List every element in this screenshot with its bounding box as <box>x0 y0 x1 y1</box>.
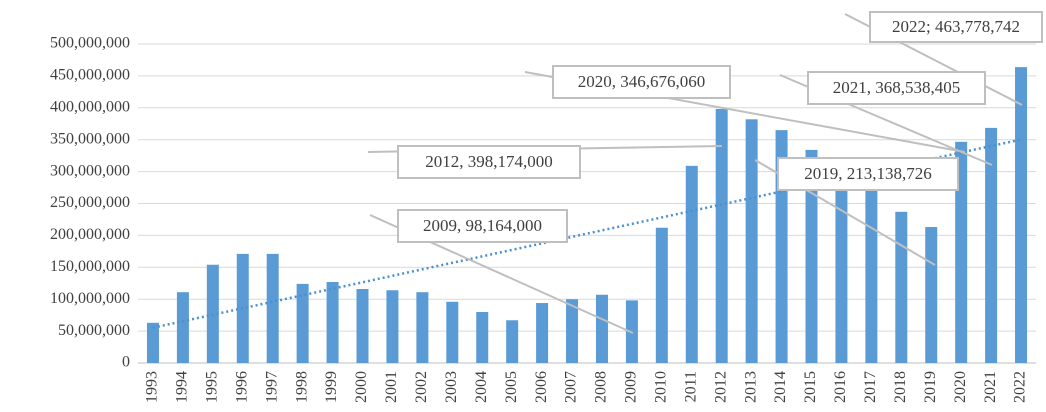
y-tick-label: 400,000,000 <box>50 98 130 115</box>
y-tick-label: 350,000,000 <box>50 130 130 147</box>
y-tick-label: 100,000,000 <box>50 290 130 307</box>
annotation-box <box>777 157 959 191</box>
bar <box>386 290 399 363</box>
annotation-box <box>552 65 731 99</box>
x-tick-label: 2022 <box>1012 371 1029 403</box>
x-tick-label: 1993 <box>144 371 161 403</box>
annotation-text: 2009, 98,164,000 <box>423 216 542 235</box>
bar <box>536 303 549 363</box>
x-tick-label: 2012 <box>712 371 729 403</box>
x-tick-label: 2017 <box>862 371 879 403</box>
bar <box>506 320 519 363</box>
x-tick-label: 2015 <box>802 371 819 403</box>
x-tick-label: 1994 <box>174 371 191 403</box>
bar <box>326 281 339 363</box>
x-tick-label: 2004 <box>473 371 490 403</box>
bar <box>865 187 878 363</box>
y-tick-label: 200,000,000 <box>50 226 130 243</box>
x-tick-label: 2021 <box>982 371 999 403</box>
bar <box>715 108 728 363</box>
x-tick-label: 2007 <box>563 371 580 403</box>
bar <box>805 149 818 363</box>
bar <box>685 165 698 363</box>
x-tick-label: 2003 <box>443 371 460 403</box>
annotation-text: 2021, 368,538,405 <box>833 78 961 97</box>
annotation-box <box>397 145 581 179</box>
bar <box>745 119 758 363</box>
x-tick-label: 1999 <box>323 371 340 403</box>
x-tick-label: 2002 <box>413 371 430 403</box>
x-tick-label: 2018 <box>892 371 909 403</box>
x-tick-label: 2011 <box>682 371 699 402</box>
x-tick-label: 2008 <box>593 371 610 403</box>
bar <box>655 227 668 363</box>
annotation-box <box>807 71 986 105</box>
x-tick-label: 2020 <box>952 371 969 403</box>
x-tick-label: 1995 <box>204 371 221 403</box>
bar <box>835 187 848 363</box>
annotation-box <box>397 209 568 243</box>
y-tick-label: 150,000,000 <box>50 258 130 275</box>
x-tick-label: 1998 <box>293 371 310 403</box>
y-tick-label: 300,000,000 <box>50 162 130 179</box>
x-tick-label: 2006 <box>533 371 550 403</box>
y-tick-label: 50,000,000 <box>58 322 130 339</box>
annotation-text: 2012, 398,174,000 <box>425 152 553 171</box>
bar <box>566 299 579 363</box>
annotation-text: 2020, 346,676,060 <box>578 72 706 91</box>
annotation-box <box>869 11 1043 43</box>
x-tick-label: 1997 <box>263 371 280 403</box>
x-tick-label: 2001 <box>383 371 400 403</box>
x-tick-label: 2009 <box>623 371 640 403</box>
bar <box>356 288 369 363</box>
bar <box>266 253 279 363</box>
x-tick-label: 2010 <box>653 371 670 403</box>
y-tick-label: 250,000,000 <box>50 194 130 211</box>
bar <box>146 322 159 363</box>
bar <box>446 301 459 363</box>
bar <box>416 292 429 363</box>
bar <box>595 294 608 363</box>
y-tick-label: 500,000,000 <box>50 35 130 52</box>
y-tick-label: 0 <box>122 354 130 371</box>
x-tick-label: 2000 <box>353 371 370 403</box>
bar <box>296 283 309 363</box>
x-tick-label: 2016 <box>832 371 849 403</box>
x-tick-label: 2014 <box>772 371 789 403</box>
bar <box>476 311 489 363</box>
bar <box>1015 67 1028 363</box>
bar <box>925 227 938 363</box>
annotation-text: 2022; 463,778,742 <box>892 17 1020 36</box>
x-tick-label: 2013 <box>742 371 759 403</box>
bar <box>176 292 189 363</box>
bar <box>955 141 968 363</box>
x-tick-label: 1996 <box>233 371 250 403</box>
y-tick-label: 450,000,000 <box>50 67 130 84</box>
bar <box>895 211 908 363</box>
bar <box>985 127 998 363</box>
annotation-text: 2019, 213,138,726 <box>804 164 932 183</box>
x-tick-label: 2005 <box>503 371 520 403</box>
x-tick-label: 2019 <box>922 371 939 403</box>
